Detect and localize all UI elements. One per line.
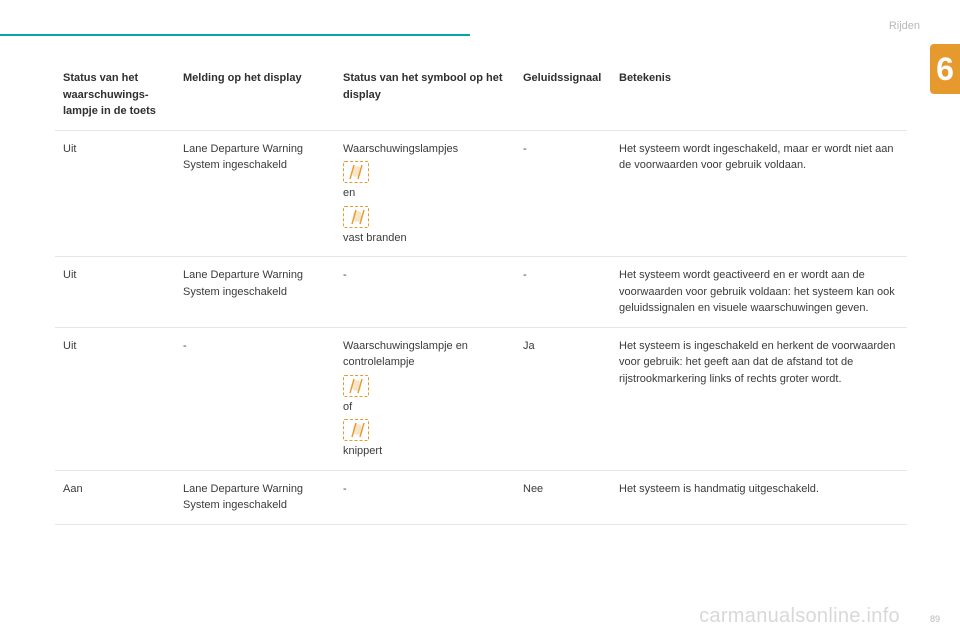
table-row: Uit - Waarschuwingslampje en controlelam…	[55, 327, 907, 470]
cell-meaning: Het systeem wordt geactiveerd en er word…	[611, 257, 907, 328]
cell-meaning: Het systeem is ingeschakeld en herkent d…	[611, 327, 907, 470]
symbol-text-pre: Waarschuwingslampjes	[343, 141, 507, 158]
lane-warning-right-icon	[343, 419, 369, 441]
status-table-wrap: Status van het waarschuwings-lampje in d…	[55, 60, 907, 525]
cell-status: Aan	[55, 470, 175, 524]
symbol-text-post: vast branden	[343, 230, 507, 247]
table-header-row: Status van het waarschuwings-lampje in d…	[55, 60, 907, 130]
page-number: 89	[930, 614, 940, 624]
cell-meaning: Het systeem is handmatig uitgeschakeld.	[611, 470, 907, 524]
cell-message: Lane Departure Warning System ingeschake…	[175, 257, 335, 328]
cell-symbol: -	[335, 470, 515, 524]
table-row: Uit Lane Departure Warning System ingesc…	[55, 257, 907, 328]
lane-warning-left-icon	[343, 375, 369, 397]
symbol-text-mid: of	[343, 399, 507, 416]
symbol-text-post: knippert	[343, 443, 507, 460]
lane-warning-left-icon	[343, 161, 369, 183]
cell-status: Uit	[55, 257, 175, 328]
cell-sound: -	[515, 130, 611, 257]
page-root: Rijden 6 Status van het waarschuwings-la…	[0, 0, 960, 640]
cell-symbol: Waarschuwingslampje en controlelampje of…	[335, 327, 515, 470]
table-row: Aan Lane Departure Warning System ingesc…	[55, 470, 907, 524]
section-title: Rijden	[889, 20, 920, 32]
symbol-text-mid: en	[343, 185, 507, 202]
cell-sound: -	[515, 257, 611, 328]
cell-symbol: -	[335, 257, 515, 328]
chapter-number-badge: 6	[930, 44, 960, 94]
col-header-status: Status van het waarschuwings-lampje in d…	[55, 60, 175, 130]
col-header-message: Melding op het display	[175, 60, 335, 130]
cell-sound: Ja	[515, 327, 611, 470]
col-header-sound: Geluidssignaal	[515, 60, 611, 130]
table-row: Uit Lane Departure Warning System ingesc…	[55, 130, 907, 257]
status-table: Status van het waarschuwings-lampje in d…	[55, 60, 907, 525]
top-accent-bar	[0, 34, 470, 36]
cell-status: Uit	[55, 130, 175, 257]
col-header-symbol: Status van het symbool op het display	[335, 60, 515, 130]
cell-status: Uit	[55, 327, 175, 470]
cell-message: Lane Departure Warning System ingeschake…	[175, 130, 335, 257]
cell-sound: Nee	[515, 470, 611, 524]
cell-message: Lane Departure Warning System ingeschake…	[175, 470, 335, 524]
cell-meaning: Het systeem wordt ingeschakeld, maar er …	[611, 130, 907, 257]
symbol-text-pre: Waarschuwingslampje en controlelampje	[343, 338, 507, 371]
cell-message: -	[175, 327, 335, 470]
cell-symbol: Waarschuwingslampjes en vast branden	[335, 130, 515, 257]
col-header-meaning: Betekenis	[611, 60, 907, 130]
watermark-text: carmanualsonline.info	[699, 605, 900, 628]
lane-warning-right-icon	[343, 206, 369, 228]
